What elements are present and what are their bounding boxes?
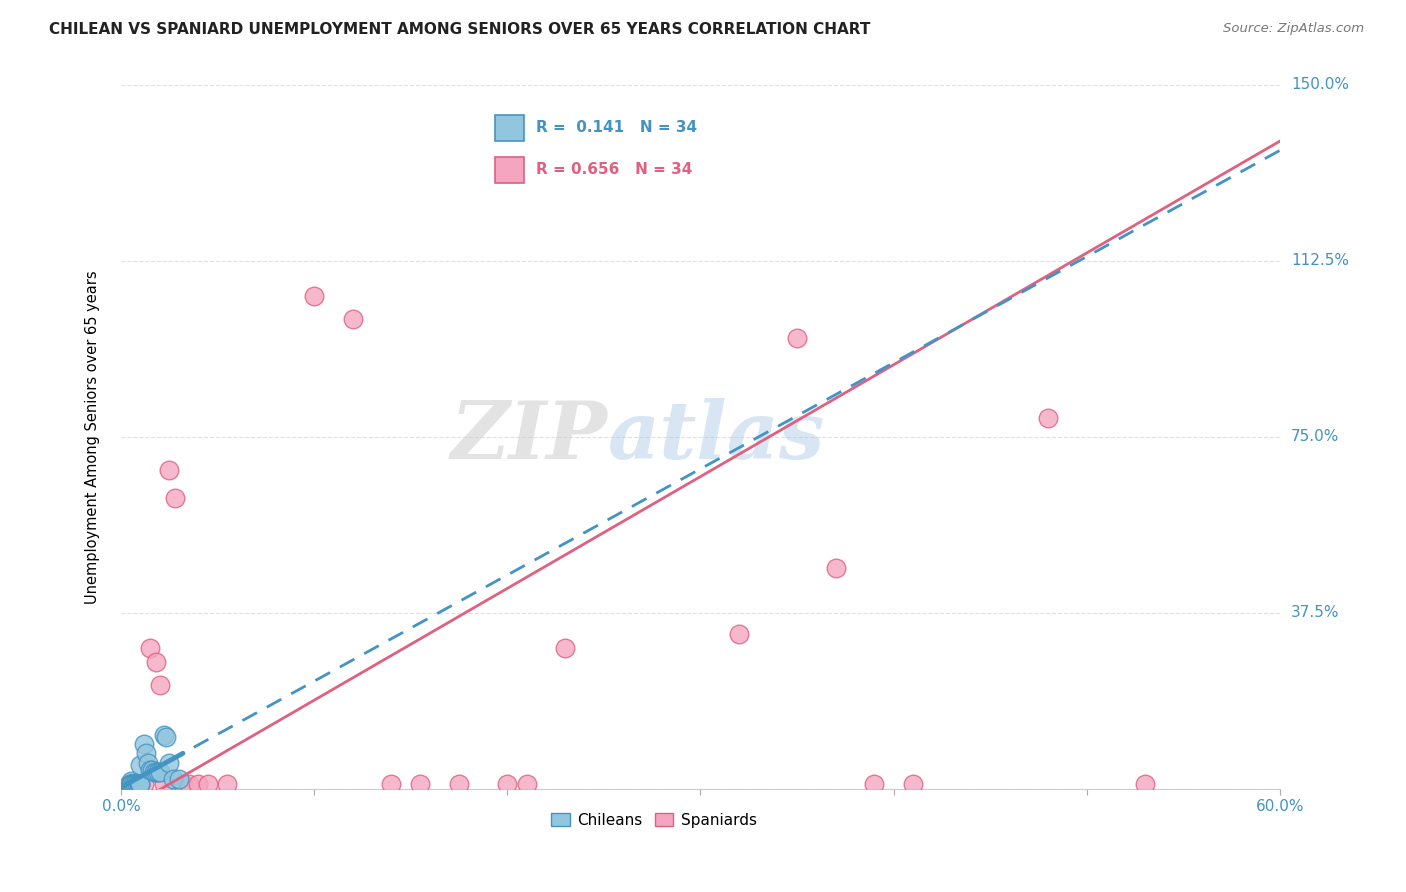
Point [167,772,190,786]
Point [128,777,150,791]
Point [162,772,184,786]
Point [165,491,187,505]
Text: 150.0%: 150.0% [1291,78,1348,93]
Point [129,777,152,791]
Point [342,312,364,326]
Text: 37.5%: 37.5% [1291,605,1340,620]
Point [128,777,150,791]
Text: ZIP: ZIP [451,398,607,475]
Point [139,763,162,777]
Point [120,777,142,791]
Text: 112.5%: 112.5% [1291,253,1348,268]
Point [172,777,194,791]
Point [554,640,576,655]
Text: 75.0%: 75.0% [1291,429,1339,444]
Point [155,730,177,744]
Point [302,289,325,303]
Point [496,777,519,791]
Point [139,640,162,655]
Point [145,765,167,780]
Point [187,777,209,791]
Point [118,777,141,791]
Point [120,777,142,791]
Point [120,777,142,791]
Point [129,777,152,791]
Point [197,777,219,791]
Point [121,777,143,791]
Point [146,765,169,780]
Point [134,777,156,791]
Point [129,758,152,772]
Point [136,756,159,770]
Point [143,765,166,780]
Point [125,777,148,791]
Point [125,777,148,791]
Point [863,777,886,791]
Point [157,756,180,770]
Point [149,678,172,692]
Point [120,776,142,790]
Text: atlas: atlas [607,398,825,475]
Legend: Chileans, Spaniards: Chileans, Spaniards [546,806,763,834]
Point [135,747,157,761]
Point [145,655,167,669]
Point [120,777,142,791]
Point [125,777,148,791]
Point [1036,411,1059,425]
Point [380,777,402,791]
Point [157,462,180,476]
Point [786,331,808,345]
Point [121,777,143,791]
Point [120,777,142,791]
Point [124,777,146,791]
Point [120,774,142,789]
Point [409,777,432,791]
Point [134,737,156,751]
Point [516,777,538,791]
Point [121,777,143,791]
Point [728,626,751,640]
Text: Source: ZipAtlas.com: Source: ZipAtlas.com [1223,22,1364,36]
Point [177,777,200,791]
Point [1133,777,1156,791]
Text: CHILEAN VS SPANIARD UNEMPLOYMENT AMONG SENIORS OVER 65 YEARS CORRELATION CHART: CHILEAN VS SPANIARD UNEMPLOYMENT AMONG S… [49,22,870,37]
Y-axis label: Unemployment Among Seniors over 65 years: Unemployment Among Seniors over 65 years [86,270,100,604]
Point [901,777,924,791]
Point [141,763,163,777]
Point [120,777,142,791]
Point [120,777,142,791]
Point [129,777,152,791]
Point [152,777,174,791]
Point [121,777,143,791]
Point [124,777,146,791]
Point [149,765,172,780]
Point [120,777,142,791]
Point [824,561,846,575]
Point [447,777,470,791]
Point [217,777,239,791]
Point [152,728,174,742]
Point [120,777,142,791]
